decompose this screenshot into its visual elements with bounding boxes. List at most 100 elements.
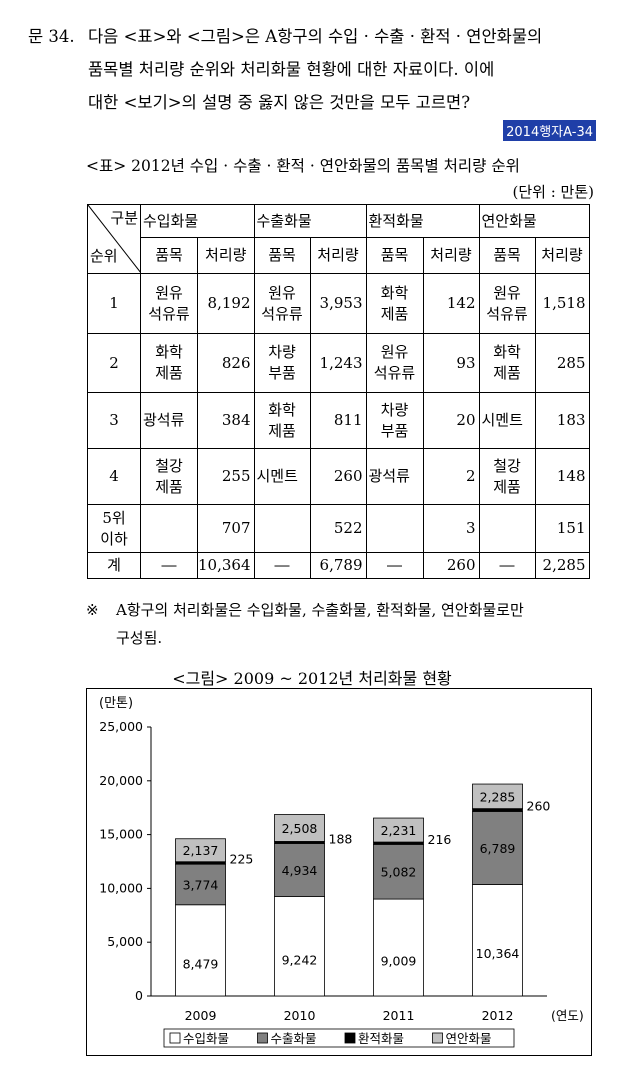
item-cell: ― bbox=[140, 552, 198, 579]
cargo-chart-svg: (만톤) 0 5,000 10,000 15,000 20,000 25,000 2009 8,… bbox=[99, 696, 584, 1048]
y-axis-label: (만톤) bbox=[99, 696, 133, 711]
bar-수입화물 bbox=[373, 898, 424, 997]
x-tick-label: 2012 bbox=[482, 1008, 514, 1023]
legend-label: 환적화물 bbox=[358, 1031, 404, 1046]
x-tick-label: 2011 bbox=[383, 1008, 415, 1023]
amount-cell: 1,518 bbox=[534, 273, 590, 334]
table-row: 계 ― 10,364 ― 6,789 ― 260 ― 2,285 bbox=[87, 552, 590, 579]
legend-swatch bbox=[432, 1032, 443, 1044]
bar-환적화물 bbox=[472, 808, 523, 812]
subheader-3-0: 품목 bbox=[478, 237, 536, 274]
amount-cell: 2,285 bbox=[534, 552, 590, 579]
note-line-1: A항구의 처리화물은 수입화물, 수출화물, 환적화물, 연안화물로만 bbox=[116, 601, 524, 619]
legend-box bbox=[163, 1028, 515, 1048]
bar-연안화물 bbox=[373, 817, 424, 843]
note-line-2: 구성됨. bbox=[116, 629, 163, 647]
data-label: 6,789 bbox=[480, 841, 516, 856]
item-cell: 차량 부품 bbox=[365, 392, 424, 449]
ranking-table: 구분 순위 수입화물 수출화물 환적화물 연안화물 품목 처리량 품목 처리량 품목 처리량 품목 처리량… bbox=[87, 203, 590, 579]
bar-수입화물 bbox=[472, 884, 523, 997]
table-row: 5위 이하 707 522 3 151 bbox=[87, 504, 590, 553]
cargo-chart: (만톤) 0 5,000 10,000 15,000 20,000 25,000 2009 8,… bbox=[86, 688, 592, 1056]
amount-cell: 1,243 bbox=[309, 333, 367, 393]
amount-cell: 707 bbox=[197, 504, 255, 553]
amount-cell: 260 bbox=[309, 448, 367, 505]
bar-수출화물 bbox=[472, 811, 523, 885]
amount-cell: 183 bbox=[534, 392, 590, 449]
item-cell: 철강 제품 bbox=[140, 448, 198, 505]
data-label: 188 bbox=[329, 831, 353, 846]
data-label: 216 bbox=[428, 832, 452, 847]
item-cell: ― bbox=[253, 552, 311, 579]
amount-cell: 142 bbox=[422, 273, 480, 334]
data-label: 9,242 bbox=[282, 952, 318, 967]
legend-swatch bbox=[344, 1032, 356, 1044]
amount-cell: 20 bbox=[422, 392, 480, 449]
bar-수입화물 bbox=[175, 904, 226, 997]
y-tick-label: 25,000 bbox=[99, 719, 143, 734]
item-cell bbox=[140, 504, 198, 553]
amount-cell: 3 bbox=[422, 504, 480, 553]
legend-label: 수출화물 bbox=[271, 1031, 317, 1046]
item-cell: 광석류 bbox=[365, 448, 424, 505]
amount-cell: 260 bbox=[422, 552, 480, 579]
group-header-2: 환적화물 bbox=[365, 203, 480, 239]
amount-cell: 3,953 bbox=[309, 273, 367, 334]
question-number: 문 34. bbox=[28, 27, 75, 46]
amount-cell: 148 bbox=[534, 448, 590, 505]
legend-swatch bbox=[257, 1032, 268, 1044]
figure-caption: <그림> 2009 ~ 2012년 처리화물 현황 bbox=[172, 669, 452, 688]
table-row: 2 화학 제품 826 차량 부품 1,243 원유 석유류 93 화학 제품 285 bbox=[87, 333, 590, 393]
data-label: 10,364 bbox=[476, 946, 520, 961]
item-cell: 화학 제품 bbox=[253, 392, 311, 449]
amount-cell: 826 bbox=[197, 333, 255, 393]
amount-cell: 10,364 bbox=[197, 552, 255, 579]
subheader-0-0: 품목 bbox=[140, 237, 198, 274]
item-cell: 원유 석유류 bbox=[253, 273, 311, 334]
amount-cell: 151 bbox=[534, 504, 590, 553]
amount-cell: 811 bbox=[309, 392, 367, 449]
group-header-0: 수입화물 bbox=[140, 203, 255, 239]
bar-연안화물 bbox=[274, 814, 325, 842]
item-cell: ― bbox=[478, 552, 536, 579]
subheader-3-1: 처리량 bbox=[534, 237, 590, 274]
question-line-2: 품목별 처리량 순위와 처리화물 현황에 대한 자료이다. 이에 bbox=[88, 60, 495, 79]
amount-cell: 2 bbox=[422, 448, 480, 505]
amount-cell: 93 bbox=[422, 333, 480, 393]
note-mark: ※ bbox=[86, 601, 99, 619]
item-cell: 원유 석유류 bbox=[365, 333, 424, 393]
question-line-3: 대한 <보기>의 설명 중 옳지 않은 것만을 모두 고르면? bbox=[88, 93, 471, 112]
rank-cell: 5위 이하 bbox=[87, 504, 141, 553]
group-header-3: 연안화물 bbox=[478, 203, 590, 239]
item-cell bbox=[253, 504, 311, 553]
bar-수출화물 bbox=[373, 843, 424, 900]
legend-label: 수입화물 bbox=[183, 1031, 229, 1046]
amount-cell: 6,789 bbox=[309, 552, 367, 579]
rank-cell: 1 bbox=[87, 273, 141, 334]
data-label: 5,082 bbox=[381, 865, 417, 880]
item-cell: 화학 제품 bbox=[140, 333, 198, 393]
legend-label: 연안화물 bbox=[446, 1031, 492, 1046]
subheader-0-1: 처리량 bbox=[197, 237, 255, 274]
y-tick-label: 10,000 bbox=[99, 880, 143, 895]
table-unit: (단위 : 만톤) bbox=[512, 183, 595, 201]
y-tick-label: 20,000 bbox=[99, 773, 143, 788]
corner-cell: 구분 순위 bbox=[87, 204, 141, 274]
subheader-2-0: 품목 bbox=[365, 237, 424, 274]
amount-cell: 285 bbox=[534, 333, 590, 393]
group-header-1: 수출화물 bbox=[253, 203, 367, 239]
item-cell: 철강 제품 bbox=[478, 448, 536, 505]
item-cell: 원유 석유류 bbox=[478, 273, 536, 334]
y-tick-label: 5,000 bbox=[107, 934, 143, 949]
subheader-2-1: 처리량 bbox=[422, 237, 480, 274]
x-tick-label: 2009 bbox=[185, 1008, 217, 1023]
corner-label-bottom: 순위 bbox=[90, 247, 118, 265]
data-label: 3,774 bbox=[183, 877, 219, 892]
x-tick-label: 2010 bbox=[284, 1008, 316, 1023]
y-tick-label: 0 bbox=[135, 988, 143, 1003]
item-cell: 광석류 bbox=[140, 392, 198, 449]
question-line-1: 다음 <표>와 <그림>은 A항구의 수입 · 수출 · 환적 · 연안화물의 bbox=[88, 27, 543, 46]
legend-swatch bbox=[169, 1032, 181, 1044]
corner-diagonal bbox=[88, 205, 141, 273]
data-label: 9,009 bbox=[381, 954, 417, 969]
